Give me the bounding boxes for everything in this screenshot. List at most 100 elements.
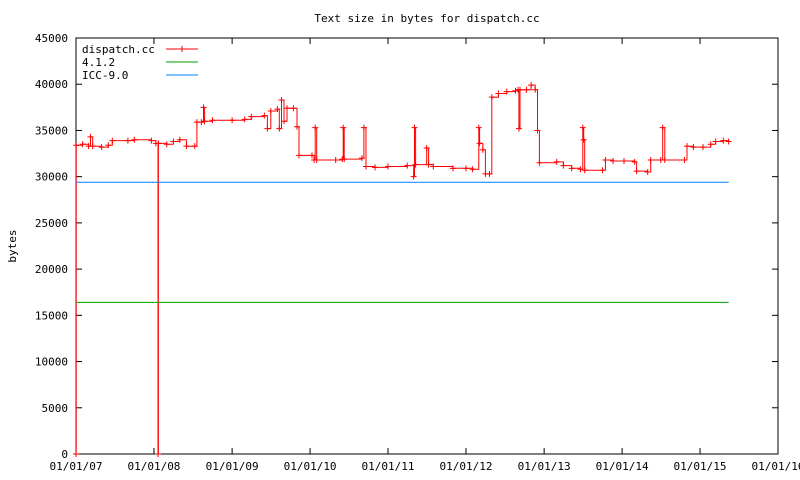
y-tick-label: 20000 [35,263,68,276]
data-point [610,157,617,164]
series-layer [73,82,732,457]
x-tick-label: 01/01/15 [674,460,727,473]
data-point [73,142,80,149]
data-point [659,124,666,131]
x-tick-label: 01/01/08 [127,460,180,473]
data-point [385,163,392,170]
data-point [647,157,654,164]
data-point [278,96,285,103]
data-point [528,82,535,89]
y-tick-label: 0 [61,448,68,461]
data-point [276,125,283,132]
data-point [425,161,432,168]
data-point [469,166,476,173]
data-point [200,104,207,111]
data-point [725,138,732,145]
data-point [579,124,586,131]
data-point [476,140,483,147]
data-point [312,124,319,131]
data-point [264,125,271,132]
data-point [581,167,588,174]
x-tick-label: 01/01/11 [362,460,415,473]
plot-area [75,37,779,455]
data-point [363,163,370,170]
x-tick-label: 01/01/12 [439,460,492,473]
data-point [536,159,543,166]
data-point [87,133,94,140]
y-tick-label: 15000 [35,309,68,322]
data-point [170,138,177,145]
data-point [488,94,495,101]
data-point [503,88,510,95]
y-tick-label: 25000 [35,217,68,230]
x-tick-label: 01/01/09 [206,460,259,473]
y-tick-label: 30000 [35,171,68,184]
data-point [371,164,378,171]
data-point [412,161,419,168]
data-point [176,136,183,143]
y-tick-label: 10000 [35,356,68,369]
data-point [248,113,255,120]
y-tick-label: 45000 [35,32,68,45]
data-point [201,118,208,125]
data-point [340,124,347,131]
data-point [131,136,138,143]
data-point [360,124,367,131]
data-point [720,137,727,144]
legend-label: ICC-9.0 [82,69,128,82]
data-point [124,137,131,144]
data-point [423,145,430,152]
data-point [98,144,105,151]
data-point [163,141,170,148]
data-point [79,141,86,148]
data-point [475,124,482,131]
data-point [404,162,411,169]
data-point [267,108,274,115]
data-point [261,112,268,119]
data-point [410,173,417,180]
data-point [341,156,348,163]
data-point [411,124,418,131]
data-point [313,157,320,164]
data-point [358,155,365,162]
chart-title: Text size in bytes for dispatch.cc [314,12,539,25]
data-point [308,152,315,159]
data-point [274,106,281,113]
data-point [462,165,469,172]
data-point [700,144,707,151]
data-point [155,140,162,147]
data-point [644,169,651,176]
data-point [560,162,567,169]
data-point [183,143,190,150]
data-point [707,141,714,148]
legend-label: 4.1.2 [82,56,115,69]
data-point [284,105,291,112]
y-tick-label: 40000 [35,78,68,91]
data-point [577,166,584,173]
legend-marker [179,46,185,52]
x-tick-label: 01/01/10 [284,460,337,473]
axis-ticks: 0 5000 10000 15000 20000 25000 30000 35000 40000… [35,32,800,473]
legend-label: dispatch.cc [82,43,155,56]
data-point [534,127,541,134]
y-axis-label: bytes [6,229,19,262]
data-point [105,142,112,149]
data-point [449,165,456,172]
data-point [631,158,638,165]
data-point [580,136,587,143]
data-point [229,117,236,124]
data-point [281,118,288,125]
data-point [486,170,493,177]
data-point [568,165,575,172]
data-point [148,137,155,144]
x-tick-label: 01/01/14 [596,460,649,473]
data-point [295,152,302,159]
data-point [294,123,301,130]
data-point [633,168,640,175]
data-point [517,86,524,93]
series-line [75,84,730,455]
data-point [89,143,96,150]
data-point [532,86,539,93]
data-point [430,163,437,170]
